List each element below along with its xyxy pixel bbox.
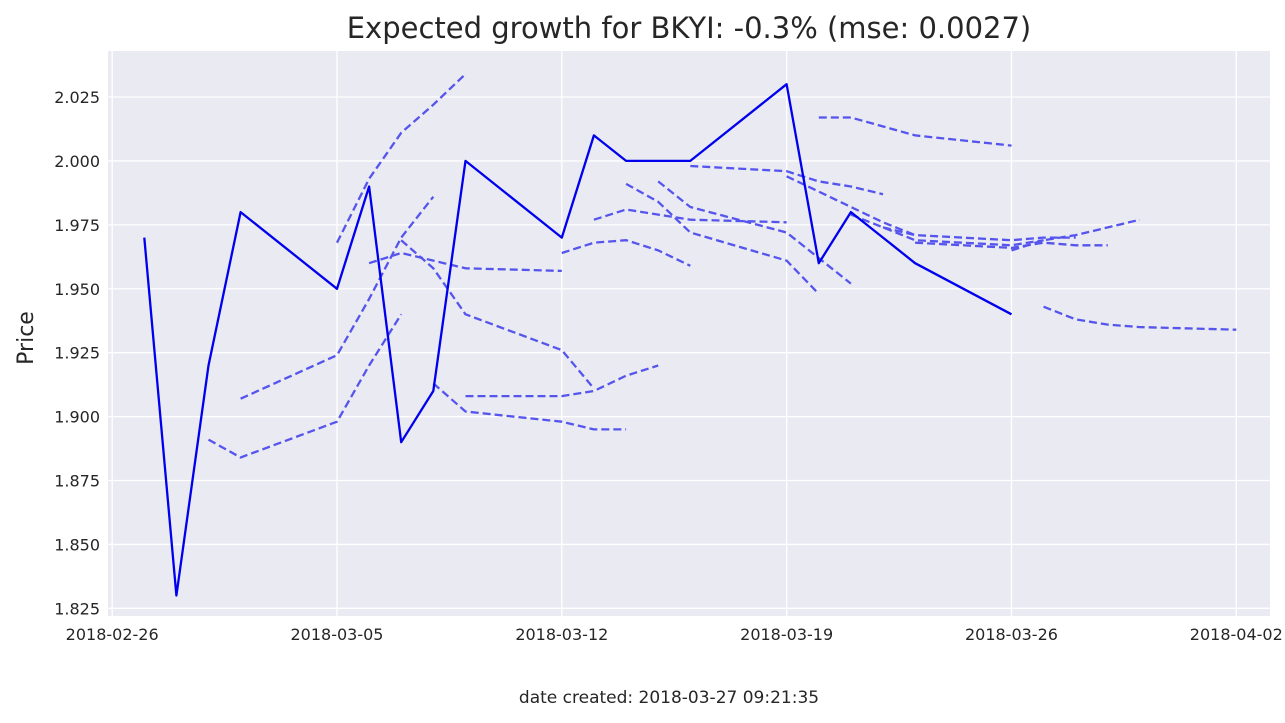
forecast-line xyxy=(368,251,562,273)
forecast-line xyxy=(432,382,627,431)
forecast-line xyxy=(1043,305,1237,331)
forecast-line xyxy=(335,73,467,244)
chart-title: Expected growth for BKYI: -0.3% (mse: 0.… xyxy=(347,11,1032,45)
y-axis-ticks: 1.825 1.850 1.875 1.900 1.925 1.950 1.975 2.000… xyxy=(54,88,100,618)
plot-area xyxy=(108,51,1270,616)
forecast-line xyxy=(240,195,435,400)
y-tick-label: 1.950 xyxy=(54,280,100,299)
x-axis-ticks: 2018-02-26 2018-03-05 2018-03-12 2018-03-19… xyxy=(66,625,1283,644)
x-tick-label: 2018-02-26 xyxy=(66,625,159,644)
forecast-line xyxy=(690,164,884,196)
y-tick-label: 1.825 xyxy=(54,599,100,618)
forecast-line xyxy=(561,239,691,267)
forecast-line xyxy=(915,241,1108,250)
y-axis-label: Price xyxy=(14,311,39,365)
forecast-line xyxy=(1011,218,1141,252)
forecast-line xyxy=(465,364,659,398)
y-tick-label: 2.000 xyxy=(54,152,100,171)
x-tick-label: 2018-03-19 xyxy=(740,625,833,644)
y-tick-label: 2.025 xyxy=(54,88,100,107)
y-tick-label: 1.875 xyxy=(54,472,100,491)
forecast-line xyxy=(400,239,595,390)
forecast-line xyxy=(657,180,852,285)
forecast-line xyxy=(593,208,787,224)
forecast-line xyxy=(818,116,1012,147)
y-tick-label: 1.975 xyxy=(54,216,100,235)
x-tick-label: 2018-03-05 xyxy=(291,625,384,644)
forecast-line xyxy=(882,226,1076,242)
x-tick-label: 2018-04-02 xyxy=(1190,625,1283,644)
forecast-line xyxy=(625,182,820,295)
x-tick-label: 2018-03-12 xyxy=(515,625,608,644)
y-tick-label: 1.900 xyxy=(54,408,100,427)
y-tick-label: 1.925 xyxy=(54,344,100,363)
actual-price-line xyxy=(143,83,1013,597)
forecast-line xyxy=(207,313,403,459)
series-layer xyxy=(143,73,1237,597)
x-tick-label: 2018-03-26 xyxy=(965,625,1058,644)
footer-date-created: date created: 2018-03-27 09:21:35 xyxy=(519,688,819,708)
y-tick-label: 1.850 xyxy=(54,535,100,554)
